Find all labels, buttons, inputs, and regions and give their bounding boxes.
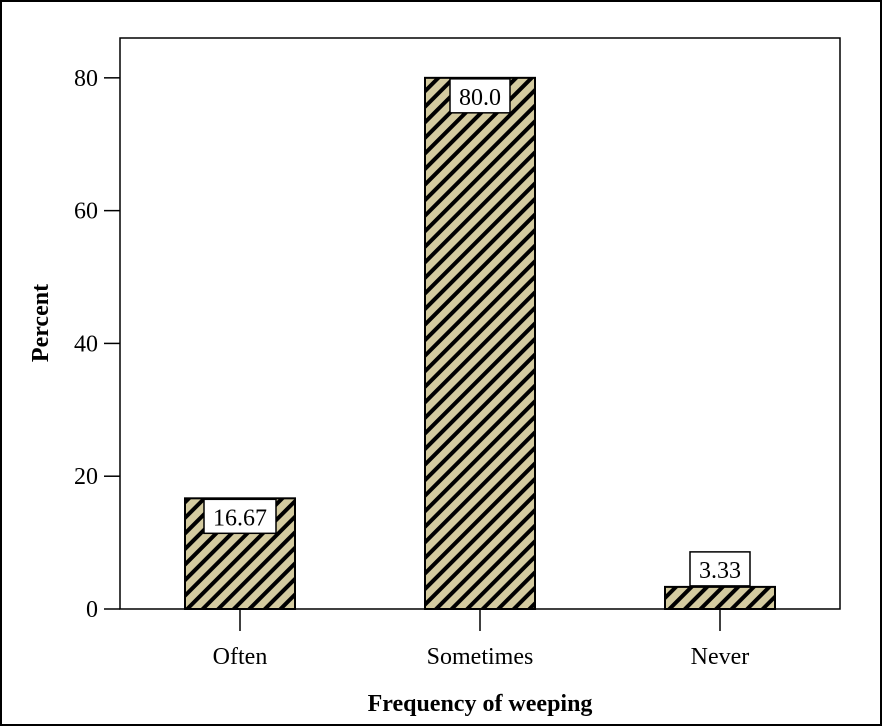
y-tick-label: 40 — [74, 331, 98, 357]
y-axis-title: Percent — [28, 284, 54, 362]
data-label-often: 16.67 — [203, 498, 277, 535]
data-label-text: 3.33 — [699, 558, 741, 584]
data-label-text: 16.67 — [213, 505, 267, 531]
y-tick-label: 0 — [86, 597, 98, 623]
data-label-box — [449, 78, 511, 114]
y-tick-label: 60 — [74, 199, 98, 225]
x-tick-label: Never — [691, 644, 750, 670]
data-label-text: 80.0 — [459, 85, 501, 111]
bar-sometimes — [424, 76, 536, 610]
x-tick-label: Often — [213, 644, 268, 670]
x-axis: Often Sometimes Never — [213, 609, 750, 670]
bar-never — [664, 585, 776, 610]
bars — [184, 76, 776, 610]
y-axis: 0 20 40 60 80 — [74, 66, 120, 623]
data-label-sometimes: 80.0 — [449, 78, 511, 114]
y-tick-label: 80 — [74, 66, 98, 92]
data-labels: 16.67 80.0 3.33 — [203, 78, 751, 587]
x-axis-title: Frequency of weeping — [368, 691, 593, 717]
x-tick-label: Sometimes — [427, 644, 534, 670]
data-label-never: 3.33 — [689, 551, 751, 587]
y-tick-label: 20 — [74, 464, 98, 490]
data-label-box — [689, 551, 751, 587]
data-label-box — [203, 498, 277, 535]
